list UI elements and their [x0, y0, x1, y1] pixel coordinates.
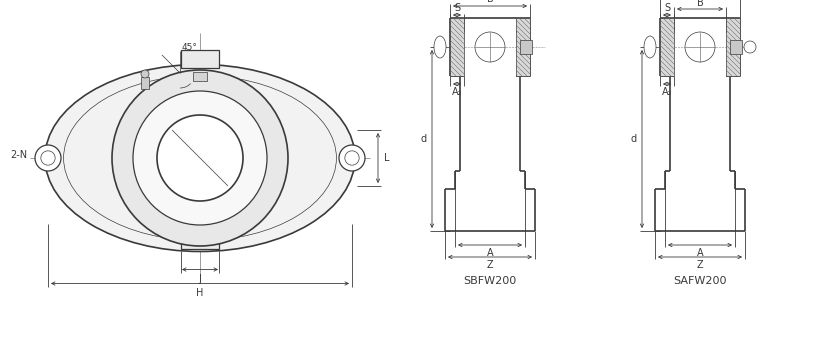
Circle shape	[35, 145, 61, 171]
Text: d: d	[421, 134, 427, 144]
Text: S: S	[454, 3, 460, 13]
Text: A: A	[486, 248, 494, 258]
Circle shape	[475, 32, 505, 62]
Bar	[660, 18, 674, 76]
Text: A: A	[697, 248, 703, 258]
Bar	[193, 72, 207, 81]
Text: L: L	[384, 153, 390, 163]
Bar	[181, 49, 219, 68]
Circle shape	[339, 145, 365, 171]
Circle shape	[685, 32, 715, 62]
Ellipse shape	[45, 65, 355, 251]
Text: S: S	[664, 3, 670, 13]
Circle shape	[133, 91, 267, 225]
Text: B: B	[697, 0, 703, 8]
Text: Z: Z	[486, 260, 494, 270]
Circle shape	[141, 70, 149, 78]
Ellipse shape	[434, 36, 446, 58]
Bar	[730, 40, 742, 54]
Circle shape	[157, 115, 243, 201]
Text: Z: Z	[697, 260, 703, 270]
Text: d: d	[631, 134, 637, 144]
Bar	[141, 77, 149, 89]
Text: SBFW200: SBFW200	[463, 276, 517, 286]
Bar	[181, 231, 219, 248]
Circle shape	[744, 41, 756, 53]
Text: SAFW200: SAFW200	[673, 276, 727, 286]
Text: 45°: 45°	[182, 43, 198, 51]
Circle shape	[112, 70, 288, 246]
Bar	[516, 18, 530, 76]
Ellipse shape	[644, 36, 656, 58]
Text: A₂: A₂	[662, 87, 672, 97]
Bar	[520, 40, 532, 54]
Text: J: J	[198, 273, 202, 284]
Text: H: H	[197, 288, 204, 297]
Bar	[726, 18, 740, 76]
Text: 2-N: 2-N	[10, 150, 27, 160]
Text: B: B	[486, 0, 494, 4]
Text: A₂: A₂	[452, 87, 462, 97]
Bar	[450, 18, 464, 76]
